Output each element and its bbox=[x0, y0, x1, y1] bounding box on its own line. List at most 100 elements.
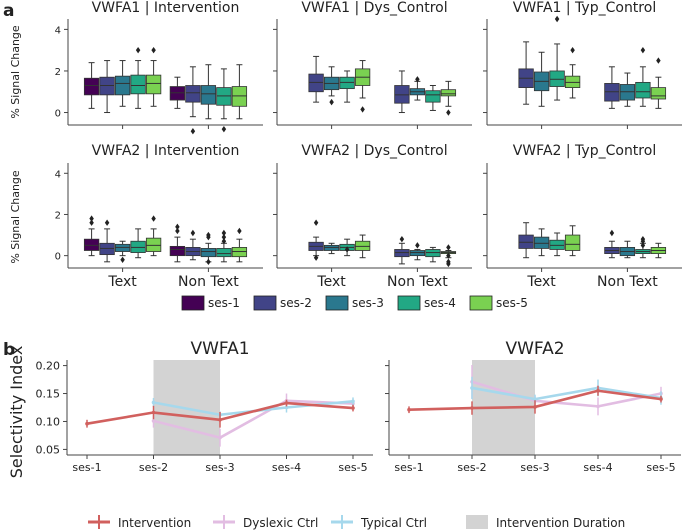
box-iqr bbox=[440, 89, 457, 97]
legend-label-ses-4: ses-4 bbox=[424, 296, 456, 310]
outlier-marker bbox=[151, 46, 156, 54]
box-ses-4 bbox=[549, 232, 565, 257]
box-ses-2 bbox=[185, 66, 201, 135]
boxplot-panel-title: VWFA1 | Dys_Control bbox=[301, 0, 447, 16]
outlier-marker bbox=[104, 219, 110, 226]
y-tick-label: 2 bbox=[55, 67, 61, 78]
box-ses-5 bbox=[440, 80, 457, 116]
box-ses-5 bbox=[354, 234, 371, 259]
outlier-marker bbox=[640, 235, 646, 243]
box-ses-3 bbox=[619, 240, 636, 259]
legend-swatch-ses-2 bbox=[253, 295, 277, 311]
box-ses-5 bbox=[354, 60, 371, 113]
legend-label-ses-3: ses-3 bbox=[352, 296, 384, 310]
session-legend: ses-1 ses-2 ses-3 ses-4 ses-5 bbox=[181, 295, 528, 311]
x-tick-label: ses-2 bbox=[457, 461, 486, 474]
box-ses-2 bbox=[518, 222, 534, 259]
series-line bbox=[407, 389, 663, 412]
legend-swatch-ses-1 bbox=[181, 295, 205, 311]
box-ses-5 bbox=[650, 57, 667, 109]
series-intervention bbox=[407, 385, 663, 415]
box-iqr bbox=[533, 236, 550, 249]
box-ses-2 bbox=[394, 235, 410, 265]
x-tick-label: ses-3 bbox=[205, 461, 234, 474]
box-iqr bbox=[549, 239, 565, 250]
box-iqr bbox=[425, 90, 441, 103]
series-intervention bbox=[85, 399, 355, 428]
box-iqr bbox=[650, 87, 667, 100]
box-iqr bbox=[635, 81, 651, 99]
outlier-marker bbox=[175, 223, 180, 231]
boxplot-panel-title: VWFA2 | Intervention bbox=[92, 143, 240, 159]
legend-swatch-ses-4 bbox=[397, 295, 421, 311]
boxplot-panel-title: VWFA1 | Typ_Control bbox=[513, 0, 656, 16]
box-ses-3 bbox=[323, 242, 340, 255]
box-ses-1 bbox=[83, 62, 100, 109]
series-line bbox=[85, 401, 355, 426]
outlier-marker bbox=[344, 246, 350, 253]
outlier-marker bbox=[120, 256, 125, 263]
box-ses-3 bbox=[409, 76, 426, 101]
box-iqr bbox=[425, 249, 441, 258]
box-ses-4 bbox=[635, 46, 651, 107]
box-iqr bbox=[145, 237, 162, 252]
series-line bbox=[470, 380, 663, 408]
box-ses-3 bbox=[200, 64, 217, 120]
category-label: Text bbox=[107, 274, 137, 290]
x-tick-label: ses-5 bbox=[338, 461, 367, 474]
outlier-marker bbox=[89, 215, 94, 222]
box-ses-3 bbox=[409, 242, 426, 261]
box-iqr bbox=[114, 75, 131, 96]
x-tick-label: ses-5 bbox=[646, 461, 675, 474]
legend-label-2: Typical Ctrl bbox=[360, 516, 427, 530]
box-ses-4 bbox=[216, 229, 232, 263]
outlier-marker bbox=[221, 238, 227, 245]
category-label: Text bbox=[526, 274, 556, 290]
box-ses-2 bbox=[99, 219, 115, 263]
box-ses-4 bbox=[425, 246, 441, 263]
box-ses-3 bbox=[114, 60, 131, 107]
box-iqr bbox=[83, 238, 100, 251]
boxplot-panel: VWFA1 | Intervention 0 2 4 bbox=[55, 0, 263, 135]
box-ses-5 bbox=[650, 242, 667, 259]
category-label: Text bbox=[316, 274, 346, 290]
box-iqr bbox=[394, 249, 410, 258]
x-tick-label: ses-3 bbox=[520, 461, 549, 474]
y-tick-label: 0.05 bbox=[36, 443, 61, 456]
box-ses-5 bbox=[564, 46, 581, 99]
legend-label-0: Intervention bbox=[118, 516, 191, 530]
outlier-marker bbox=[656, 57, 661, 64]
legend-label-ses-5: ses-5 bbox=[496, 296, 528, 310]
category-label: Non Text bbox=[178, 274, 239, 290]
outlier-marker bbox=[221, 229, 227, 237]
outlier-marker bbox=[190, 128, 196, 135]
group-legend: Intervention Dyslexic Ctrl Typical Ctrl Int… bbox=[88, 515, 625, 530]
box-iqr bbox=[394, 85, 410, 104]
box-ses-4 bbox=[130, 228, 146, 259]
box-ses-3 bbox=[533, 51, 550, 107]
panel-label-b: b bbox=[3, 340, 15, 360]
box-iqr bbox=[564, 234, 581, 251]
box-iqr bbox=[130, 74, 146, 95]
box-iqr bbox=[549, 70, 565, 87]
box-ses-1 bbox=[83, 215, 100, 257]
box-iqr bbox=[323, 244, 340, 251]
outlier-marker bbox=[190, 229, 196, 237]
y-tick-label: 0.20 bbox=[36, 360, 61, 373]
box-iqr bbox=[619, 84, 636, 101]
outlier-marker bbox=[609, 229, 615, 237]
y-tick-label: 0.15 bbox=[36, 388, 61, 401]
boxplot-panels: VWFA1 | Intervention 0 2 4 VWFA1 | Dys_Contr… bbox=[55, 0, 682, 290]
selectivity-panel: VWFA1 0.05 0.10 0.15 0.20 ses-1 ses-2 ses-3 ses-… bbox=[36, 339, 373, 474]
outlier-marker bbox=[446, 244, 451, 251]
box-iqr bbox=[130, 240, 146, 253]
ylabel-a-bottom: % Signal Change bbox=[9, 170, 22, 264]
boxplot-panel: VWFA1 | Dys_Control bbox=[273, 0, 472, 129]
box-iqr bbox=[169, 245, 186, 257]
panel-label-a: a bbox=[3, 1, 14, 21]
ylabel-a-top: % Signal Change bbox=[9, 25, 22, 119]
outlier-marker bbox=[570, 46, 575, 54]
box-ses-4 bbox=[216, 68, 232, 133]
box-iqr bbox=[216, 87, 232, 106]
box-ses-2 bbox=[308, 55, 324, 103]
